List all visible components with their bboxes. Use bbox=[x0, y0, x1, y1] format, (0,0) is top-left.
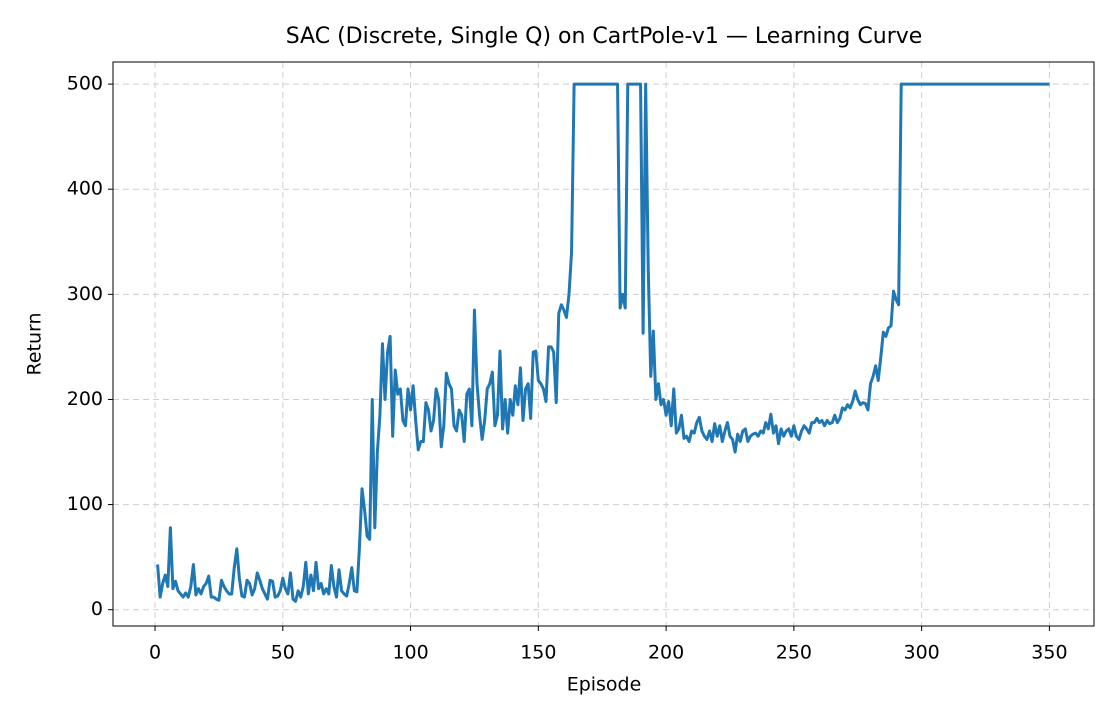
x-axis-label: Episode bbox=[567, 674, 642, 696]
x-tick-label: 0 bbox=[149, 642, 161, 664]
chart-title: SAC (Discrete, Single Q) on CartPole-v1 … bbox=[286, 24, 923, 49]
x-tick-label: 300 bbox=[904, 642, 940, 664]
y-axis-label: Return bbox=[24, 312, 46, 375]
y-tick-label: 300 bbox=[67, 283, 103, 305]
x-tick-label: 350 bbox=[1031, 642, 1067, 664]
plot-frame bbox=[112, 61, 1095, 627]
y-tick-label: 200 bbox=[67, 388, 103, 410]
x-tick-label: 250 bbox=[776, 642, 812, 664]
x-tick-label: 150 bbox=[520, 642, 556, 664]
x-tick-label: 200 bbox=[648, 642, 684, 664]
y-tick-label: 400 bbox=[67, 178, 103, 200]
y-tick-label: 500 bbox=[67, 73, 103, 95]
x-tick-label: 100 bbox=[392, 642, 428, 664]
y-tick-label: 100 bbox=[67, 493, 103, 515]
x-tick-label: 50 bbox=[271, 642, 295, 664]
data-line bbox=[156, 82, 1050, 603]
y-tick-label: 0 bbox=[91, 598, 103, 620]
